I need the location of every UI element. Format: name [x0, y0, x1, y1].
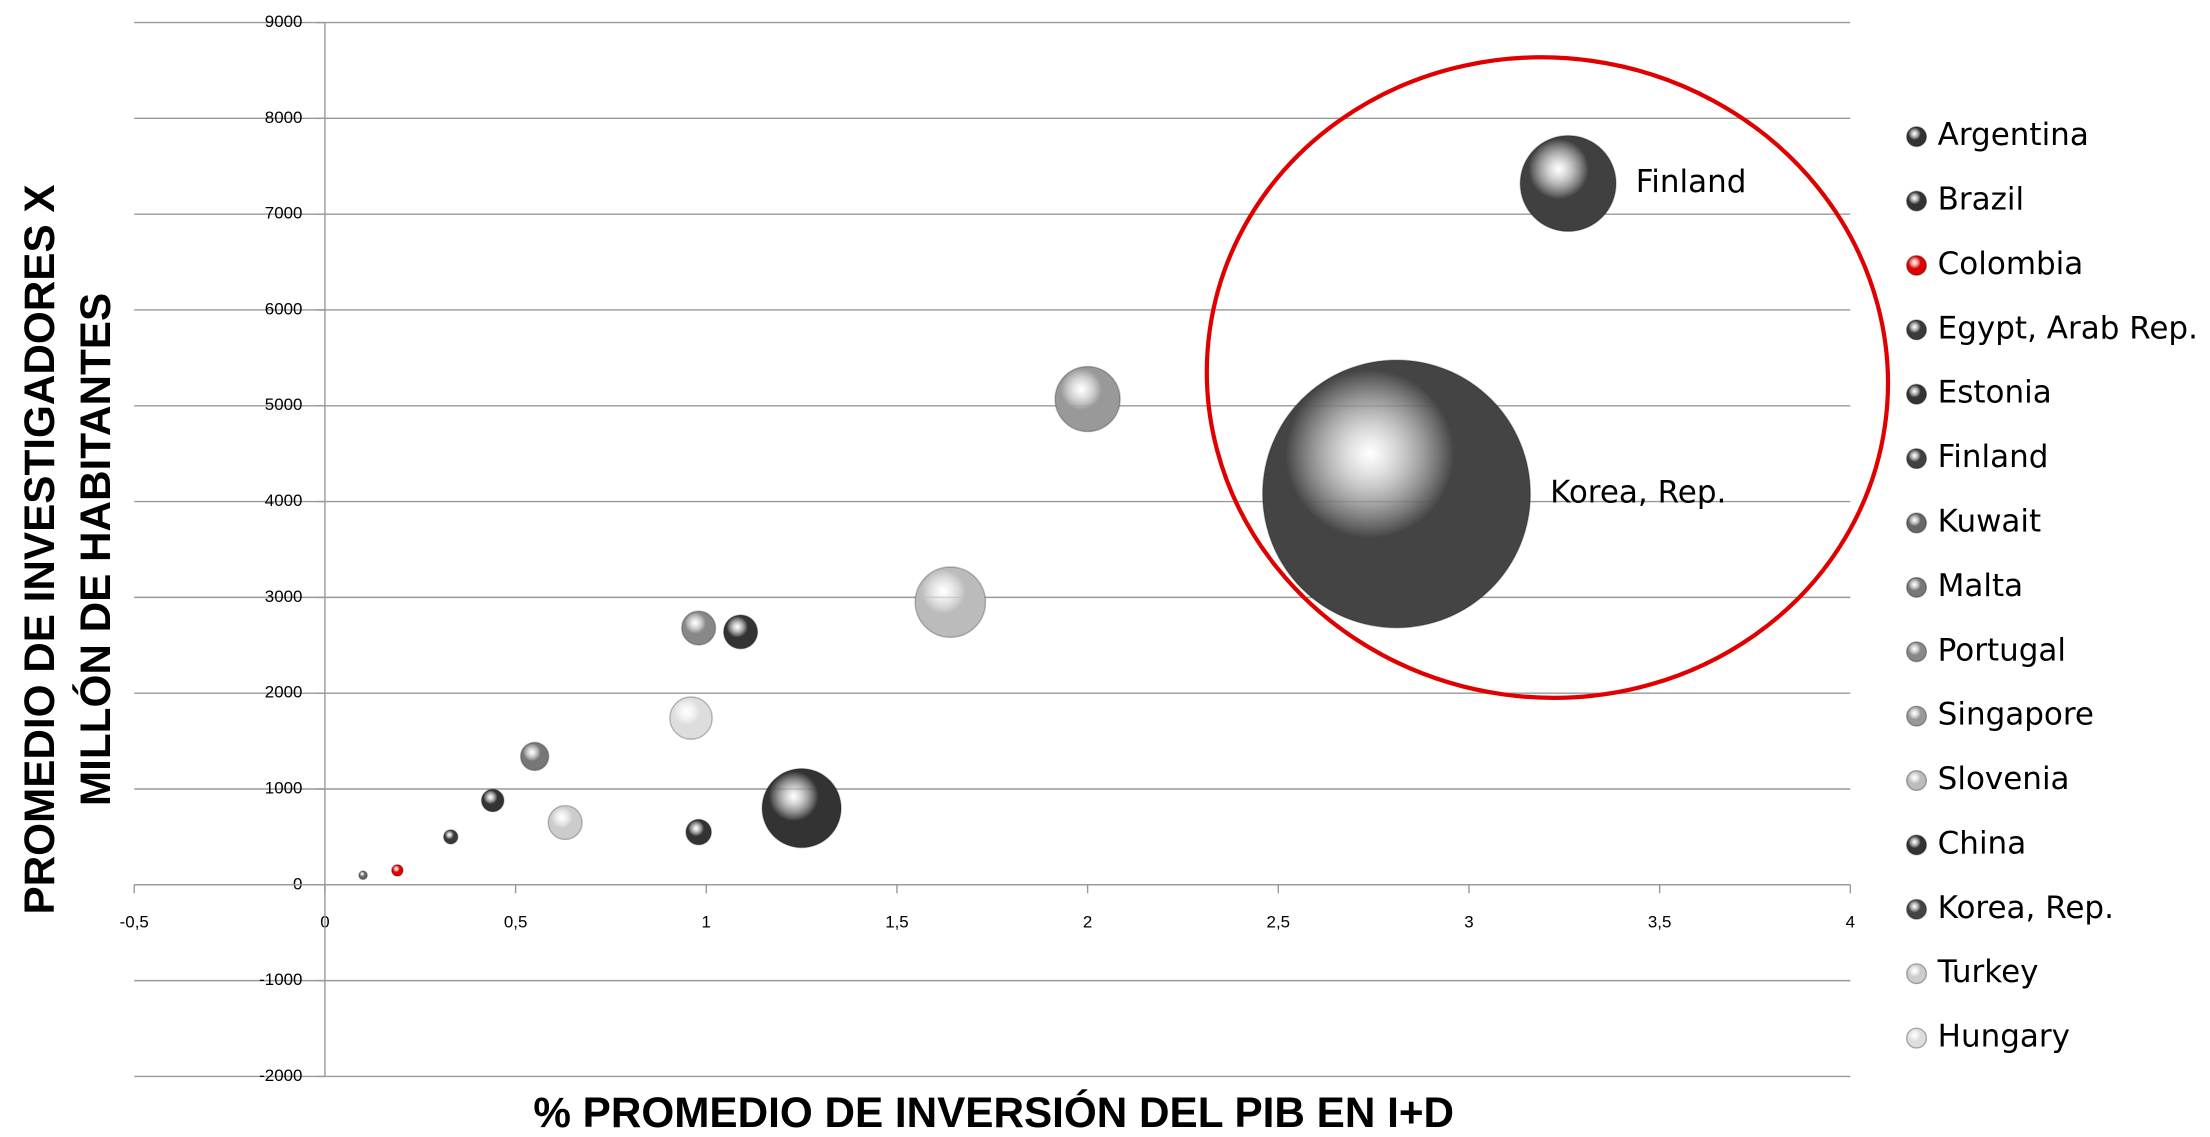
legend-label: Colombia — [1938, 246, 2084, 282]
y-tick-label: 5000 — [265, 395, 303, 414]
legend-swatch — [1905, 1027, 1928, 1049]
legend-label: Malta — [1938, 568, 2023, 604]
bubble — [669, 696, 713, 740]
bubble-label: Korea, Rep. — [1550, 474, 1726, 510]
bubble — [722, 614, 759, 650]
legend-label: Hungary — [1938, 1019, 2070, 1055]
y-tick-label: 1000 — [265, 778, 303, 797]
legend-swatch — [1905, 126, 1928, 148]
legend-label: Turkey — [1937, 954, 2039, 990]
legend-label: Finland — [1938, 439, 2049, 475]
bubble — [1519, 134, 1617, 233]
y-tick-label: 3000 — [265, 587, 303, 606]
legend-swatch — [1905, 641, 1928, 663]
x-tick-label: 4 — [1846, 912, 1855, 931]
bubble — [547, 804, 583, 841]
bubble — [480, 788, 505, 813]
legend-label: Egypt, Arab Rep. — [1938, 310, 2198, 346]
bubble — [519, 741, 550, 772]
x-tick-label: 2,5 — [1267, 912, 1290, 931]
bubble — [390, 864, 404, 877]
legend-swatch — [1905, 254, 1928, 277]
x-tick-label: 1 — [702, 912, 711, 931]
legend-swatch — [1905, 512, 1928, 534]
x-tick-label: 3,5 — [1648, 912, 1671, 931]
y-axis-title: MILLÓN DE HABITANTES — [71, 293, 119, 806]
legend-label: Argentina — [1938, 117, 2089, 153]
y-tick-label: -2000 — [259, 1066, 302, 1085]
bubble — [761, 767, 842, 849]
legend-swatch — [1905, 834, 1928, 856]
x-tick-label: 2 — [1083, 912, 1092, 931]
y-tick-label: 4000 — [265, 491, 303, 510]
legend-swatch — [1905, 963, 1928, 985]
x-tick-label: 3 — [1464, 912, 1473, 931]
legend-swatch — [1905, 898, 1928, 920]
x-tick-label: 1,5 — [885, 912, 908, 931]
bubble — [914, 566, 987, 639]
bubble — [1054, 365, 1121, 433]
y-tick-label: 9000 — [265, 12, 303, 31]
y-tick-label: -1000 — [259, 970, 302, 989]
legend-swatch — [1905, 319, 1928, 341]
y-tick-label: 6000 — [265, 299, 303, 318]
y-axis-title: PROMEDIO DE INVESTIGADORES X — [16, 184, 63, 914]
y-tick-label: 7000 — [265, 204, 303, 223]
y-tick-label: 2000 — [265, 683, 303, 702]
legend-label: Estonia — [1938, 375, 2052, 411]
legend-label: Singapore — [1938, 697, 2094, 733]
legend: Argentina Brazil Colombia Egypt, Arab Rep. E… — [1905, 117, 2198, 1055]
legend-label: Kuwait — [1938, 503, 2042, 539]
legend-swatch — [1905, 448, 1928, 470]
bubble — [681, 610, 717, 646]
legend-label: Slovenia — [1938, 761, 2070, 797]
grid: -2000 -1000 0 1000 2000 3000 4000 5000 6000 7000 8… — [120, 12, 1855, 1085]
legend-label: Brazil — [1938, 182, 2024, 218]
legend-swatch — [1905, 576, 1928, 598]
bubble-label: Finland — [1636, 164, 1747, 200]
legend-swatch — [1905, 769, 1928, 792]
bubble — [442, 829, 459, 845]
highlight-ellipse — [1204, 55, 1891, 700]
x-tick-label: -0,5 — [120, 912, 149, 931]
bubble — [685, 818, 713, 846]
x-tick-label: 0,5 — [504, 912, 527, 931]
bubbles: Finland Korea, Rep. — [358, 134, 1747, 881]
x-axis-title: % PROMEDIO DE INVERSIÓN DEL PIB EN I+D — [533, 1088, 1454, 1136]
legend-swatch — [1905, 190, 1928, 212]
legend-swatch — [1905, 705, 1928, 727]
legend-label: Portugal — [1938, 632, 2066, 668]
y-tick-label: 8000 — [265, 108, 303, 127]
legend-label: Korea, Rep. — [1938, 890, 2114, 926]
bubble — [1261, 359, 1532, 629]
bubble — [358, 870, 368, 881]
legend-label: China — [1938, 825, 2027, 861]
y-tick-label: 0 — [293, 874, 302, 893]
legend-swatch — [1905, 383, 1928, 405]
